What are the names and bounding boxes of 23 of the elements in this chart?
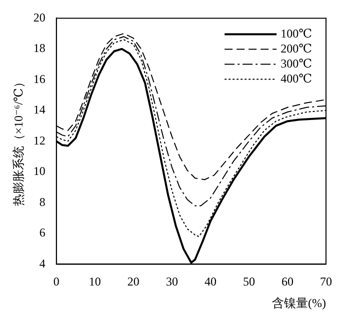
y-tick-label: 18 [33,41,46,56]
x-tick-label: 40 [204,274,216,289]
y-tick-label: 14 [33,102,46,117]
legend-label: 300℃ [280,56,312,70]
x-tick-label: 60 [281,274,294,289]
y-tick-label: 20 [33,10,46,24]
legend-label: 100℃ [280,26,312,40]
x-tick-label: 20 [127,274,140,289]
legend-label: 400℃ [280,71,312,86]
x-tick-label: 50 [242,274,255,289]
y-tick-label: 12 [33,133,46,148]
y-axis-title: 热膨胀系统（×10⁻⁶/℃） [11,76,26,206]
legend-label: 200℃ [280,41,312,56]
y-tick-label: 16 [33,72,46,86]
y-tick-label: 8 [39,194,46,209]
x-tick-label: 70 [320,274,332,289]
y-tick-label: 4 [39,256,46,270]
x-tick-label: 0 [53,274,60,289]
y-tick-label: 10 [33,164,46,178]
x-tick-label: 30 [166,274,178,289]
x-tick-label: 10 [88,274,101,289]
x-axis-title: 含镍量(%) [272,296,326,310]
y-tick-label: 6 [39,226,46,240]
